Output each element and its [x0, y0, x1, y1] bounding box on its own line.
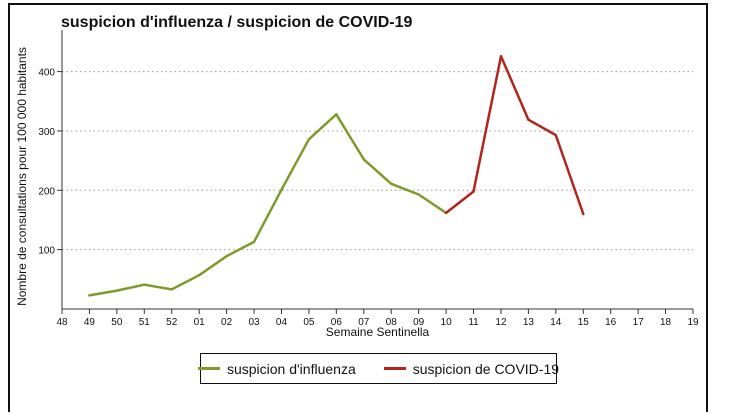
data-point — [335, 113, 338, 116]
data-point — [582, 212, 585, 216]
data-point — [444, 211, 448, 215]
x-tick-label: 05 — [303, 317, 315, 328]
data-point — [197, 273, 201, 277]
data-point — [115, 289, 119, 292]
series-line-0 — [88, 113, 448, 297]
x-tick-label: 01 — [194, 317, 206, 328]
x-tick-label: 52 — [166, 317, 178, 328]
chart-title: suspicion d'influenza / suspicion de COV… — [61, 14, 413, 31]
data-point — [554, 133, 558, 137]
data-point — [252, 240, 256, 244]
x-tick-label: 15 — [578, 317, 590, 328]
y-tick-label: 300 — [38, 127, 55, 138]
y-axis-label: Nombre de consultations pour 100 000 hab… — [15, 47, 29, 306]
legend-swatch-influenza — [197, 367, 220, 370]
x-tick-label: 10 — [441, 317, 453, 328]
legend-item-influenza: suspicion d'influenza — [197, 360, 356, 377]
x-tick-label: 12 — [495, 317, 507, 328]
x-tick-label: 08 — [386, 317, 398, 328]
data-point — [307, 138, 311, 141]
x-tick-label: 02 — [221, 317, 233, 328]
x-tick-label: 07 — [358, 317, 370, 328]
data-point — [417, 193, 420, 196]
data-point — [362, 158, 365, 161]
x-tick-label: 50 — [111, 317, 123, 328]
legend-item-covid: suspicion de COVID-19 — [383, 360, 560, 377]
x-tick-label: 06 — [331, 317, 343, 328]
x-tick-label: 18 — [660, 317, 672, 328]
x-tick-label: 17 — [633, 317, 645, 328]
y-tick-label: 400 — [38, 68, 55, 79]
x-tick-label: 19 — [687, 317, 699, 328]
y-tick-label: 200 — [38, 186, 55, 197]
x-tick-label: 14 — [550, 317, 562, 328]
legend-label-influenza: suspicion d'influenza — [226, 360, 356, 377]
x-axis-label: Semaine Sentinella — [326, 325, 430, 339]
x-tick-label: 04 — [276, 317, 288, 328]
x-tick-label: 11 — [468, 317, 479, 328]
series-line-1 — [444, 54, 585, 216]
data-point — [499, 54, 503, 58]
x-tick-label: 49 — [84, 317, 96, 328]
x-tick-label: 16 — [605, 317, 617, 328]
data-point — [527, 118, 530, 121]
data-point — [225, 254, 228, 258]
data-point — [170, 288, 173, 291]
chart-legend: suspicion d'influenza suspicion de COVID… — [197, 353, 560, 384]
data-point — [390, 182, 393, 185]
data-point — [472, 190, 475, 193]
legend-label-covid: suspicion de COVID-19 — [412, 360, 560, 377]
legend-swatch-covid — [383, 367, 406, 370]
data-point — [280, 188, 283, 191]
x-tick-label: 03 — [248, 317, 260, 328]
x-tick-label: 48 — [56, 317, 68, 328]
y-tick-label: 100 — [38, 246, 55, 257]
x-tick-label: 09 — [413, 317, 425, 328]
data-point — [88, 294, 91, 297]
x-tick-label: 51 — [139, 317, 151, 328]
data-point — [143, 283, 146, 286]
chart-frame — [8, 3, 708, 412]
x-tick-label: 13 — [523, 317, 535, 328]
